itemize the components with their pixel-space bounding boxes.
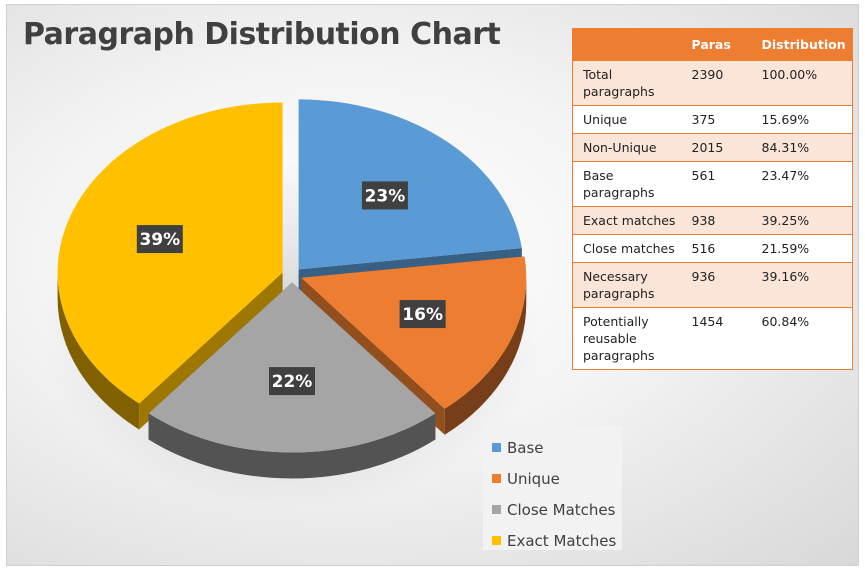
table-row: Close matches 516 21.59% [572, 234, 853, 263]
table-row: Unique 375 15.69% [572, 105, 853, 134]
pie-slice-base [298, 99, 522, 270]
pie-data-labels: 23% 16% 22% 39% [136, 181, 446, 396]
pie-slice-wall [148, 413, 436, 479]
table-header-cell: Distribution [751, 28, 853, 61]
table-cell: Potentially reusable paragraphs [572, 307, 682, 370]
table-row: Total paragraphs 2390 100.00% [572, 60, 853, 106]
pie-data-label-text: 23% [365, 186, 406, 206]
table-cell: 375 [681, 105, 752, 134]
pie-data-label-text: 39% [139, 230, 180, 250]
table-cell: 21.59% [751, 234, 853, 263]
table-header-row: Paras Distribution [572, 28, 853, 61]
table-header-cell: Paras [681, 28, 752, 61]
pie-data-label: 23% [361, 181, 408, 210]
table-cell: 60.84% [751, 307, 853, 370]
legend-swatch [492, 443, 501, 452]
pie-data-label: 39% [136, 225, 183, 254]
legend-item: Close Matches [483, 494, 622, 525]
legend-swatch [492, 536, 501, 545]
table-row: Potentially reusable paragraphs 1454 60.84… [572, 307, 853, 370]
table-cell: 561 [681, 161, 752, 207]
table-cell: Total paragraphs [572, 60, 682, 106]
table-cell: 23.47% [751, 161, 853, 207]
table-cell: 516 [681, 234, 752, 263]
pie-slice-wall [444, 277, 527, 435]
legend-item: Unique [483, 463, 622, 494]
table-row: Non-Unique 2015 84.31% [572, 133, 853, 162]
legend-item: Exact Matches [483, 525, 622, 556]
chart-legend: Base Unique Close Matches Exact Matches [483, 426, 622, 550]
table-header-cell [572, 28, 682, 61]
pie-data-label-box [361, 181, 408, 210]
table-cell: 100.00% [751, 60, 853, 106]
legend-label: Unique [507, 469, 560, 488]
pie-data-label-text: 16% [402, 305, 443, 325]
pie-data-label: 22% [269, 367, 315, 396]
legend-item: Base [483, 432, 622, 463]
table-cell: 2015 [681, 133, 752, 162]
table-cell: 15.69% [751, 105, 853, 134]
pie-data-label: 16% [399, 300, 446, 329]
pie-slice-unique [301, 256, 527, 409]
table-cell: 2390 [681, 60, 752, 106]
table-row: Exact matches 938 39.25% [572, 206, 853, 235]
pie-data-label-box [269, 367, 315, 396]
table-row: Base paragraphs 561 23.47% [572, 161, 853, 207]
table-cell: Base paragraphs [572, 161, 682, 207]
table-cell: 936 [681, 262, 752, 308]
table-cell: 938 [681, 206, 752, 235]
table-cell: 1454 [681, 307, 752, 370]
legend-label: Close Matches [507, 500, 616, 519]
table-cell: Unique [572, 105, 682, 134]
pie-chart: 23% 16% 22% 39% [42, 99, 542, 510]
table-cell: 84.31% [751, 133, 853, 162]
legend-swatch [492, 505, 501, 514]
table-cell: 39.16% [751, 262, 853, 308]
chart-area: Paragraph Distribution Chart 23% 16% 22% 39… [6, 4, 859, 566]
pie-slice-wall [57, 272, 140, 430]
table-cell: Non-Unique [572, 133, 682, 162]
pie-data-label-box [136, 225, 183, 254]
table-cell: 39.25% [751, 206, 853, 235]
table-row: Necessary paragraphs 936 39.16% [572, 262, 853, 308]
pie-data-label-box [399, 300, 446, 329]
table-cell: Necessary paragraphs [572, 262, 682, 308]
table-cell: Exact matches [572, 206, 682, 235]
pie-data-label-text: 22% [272, 372, 313, 392]
legend-label: Exact Matches [507, 531, 617, 550]
paragraph-stats-table: Paras Distribution Total paragraphs 2390 1… [572, 28, 853, 370]
legend-label: Base [507, 438, 544, 457]
chart-title: Paragraph Distribution Chart [23, 17, 501, 52]
table-cell: Close matches [572, 234, 682, 263]
legend-swatch [492, 474, 501, 483]
